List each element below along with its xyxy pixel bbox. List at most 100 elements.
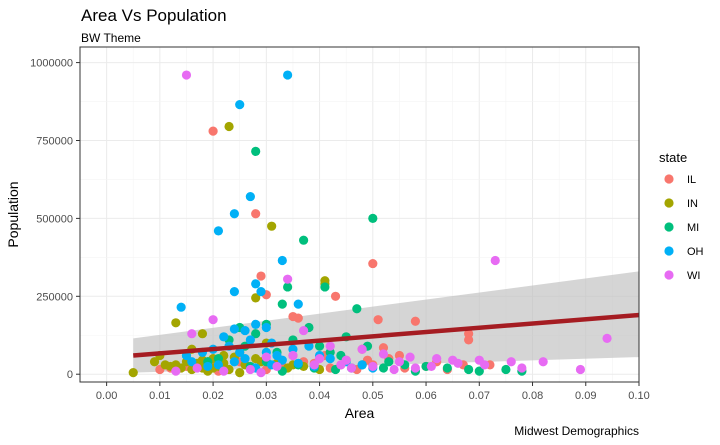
point-il — [208, 126, 218, 136]
point-oh — [293, 358, 303, 368]
x-tick-label: 0.02 — [202, 390, 223, 402]
point-wi — [272, 361, 282, 372]
point-wi — [288, 350, 298, 361]
point-il — [464, 335, 474, 345]
point-oh — [229, 324, 239, 334]
point-wi — [490, 255, 500, 266]
point-in — [128, 368, 138, 378]
point-wi — [299, 325, 309, 336]
point-mi — [384, 357, 394, 367]
point-in — [251, 354, 261, 364]
legend-key-in — [664, 198, 674, 208]
point-mi — [277, 299, 287, 309]
point-wi — [480, 360, 490, 370]
point-oh — [235, 347, 245, 357]
x-axis-ticks: 0.00 0.01 0.02 0.03 0.04 0.05 0.06 0.07 0.08 0.09… — [96, 382, 650, 402]
point-wi — [517, 363, 527, 373]
point-oh — [293, 299, 303, 309]
trend-line-layer — [133, 312, 640, 358]
chart-subtitle: BW Theme — [81, 31, 141, 45]
point-wi — [187, 329, 197, 339]
legend-key-wi — [664, 270, 674, 280]
point-wi — [602, 333, 612, 343]
point-wi — [506, 357, 516, 367]
point-wi — [410, 363, 420, 373]
point-il — [368, 258, 378, 269]
y-tick-label: 0 — [67, 369, 73, 381]
x-tick-label: 0.10 — [628, 390, 649, 402]
y-tick-label: 1000000 — [30, 58, 73, 70]
point-in — [267, 221, 277, 231]
x-tick-label: 0.08 — [522, 390, 543, 402]
point-wi — [309, 360, 319, 370]
point-il — [256, 271, 266, 281]
point-in — [224, 121, 234, 132]
legend-label-wi: WI — [687, 270, 700, 282]
point-oh — [229, 209, 239, 219]
legend-key-oh — [664, 246, 674, 256]
chart-title: Area Vs Population — [81, 6, 227, 25]
point-wi — [245, 364, 255, 375]
point-mi — [320, 282, 330, 292]
points-layer — [128, 70, 612, 378]
point-mi — [352, 304, 362, 314]
point-oh — [213, 360, 224, 370]
point-wi — [426, 361, 436, 372]
legend: IL IN MI OH WI — [664, 174, 704, 282]
point-oh — [357, 360, 367, 370]
point-oh — [229, 357, 239, 367]
y-tick-label: 500000 — [36, 213, 73, 225]
point-oh — [213, 226, 224, 236]
point-wi — [181, 70, 192, 80]
point-oh — [240, 325, 250, 336]
point-mi — [464, 364, 474, 375]
point-oh — [277, 255, 287, 266]
y-tick-label: 750000 — [36, 135, 73, 147]
point-oh — [187, 357, 197, 367]
point-mi — [378, 363, 389, 373]
point-wi — [314, 354, 325, 364]
point-wi — [368, 361, 378, 372]
point-wi — [171, 366, 181, 376]
panel-border — [79, 46, 640, 383]
x-tick-label: 0.04 — [309, 390, 330, 402]
point-wi — [261, 352, 271, 362]
point-wi — [389, 364, 399, 375]
point-wi — [394, 357, 405, 367]
point-in — [197, 329, 208, 339]
point-oh — [261, 322, 271, 333]
point-mi — [299, 235, 309, 245]
x-tick-label: 0.07 — [469, 390, 490, 402]
point-mi — [251, 146, 261, 156]
legend-key-il — [664, 174, 674, 184]
point-mi — [442, 363, 452, 373]
y-tick-label: 250000 — [36, 291, 73, 303]
point-wi — [192, 363, 202, 373]
point-oh — [251, 279, 261, 289]
y-axis-ticks: 0 250000 500000 750000 1000000 — [30, 58, 80, 381]
point-wi — [208, 315, 218, 325]
trend-line — [133, 312, 640, 358]
point-il — [373, 315, 383, 325]
point-in — [235, 368, 245, 378]
point-in — [251, 293, 261, 303]
x-tick-label: 0.03 — [256, 390, 277, 402]
x-tick-label: 0.06 — [415, 390, 436, 402]
point-mi — [474, 366, 484, 376]
point-wi — [336, 360, 346, 370]
point-oh — [235, 100, 245, 110]
x-tick-label: 0.00 — [96, 390, 117, 402]
point-oh — [176, 302, 186, 312]
point-oh — [245, 335, 255, 345]
point-oh — [256, 287, 266, 297]
x-tick-label: 0.05 — [362, 390, 383, 402]
point-il — [251, 209, 261, 219]
point-oh — [229, 287, 239, 297]
point-mi — [368, 213, 378, 223]
point-oh — [251, 319, 261, 329]
x-tick-label: 0.01 — [149, 390, 170, 402]
y-axis-title: Population — [5, 181, 21, 247]
x-axis-title: Area — [345, 405, 375, 421]
point-oh — [219, 332, 229, 342]
